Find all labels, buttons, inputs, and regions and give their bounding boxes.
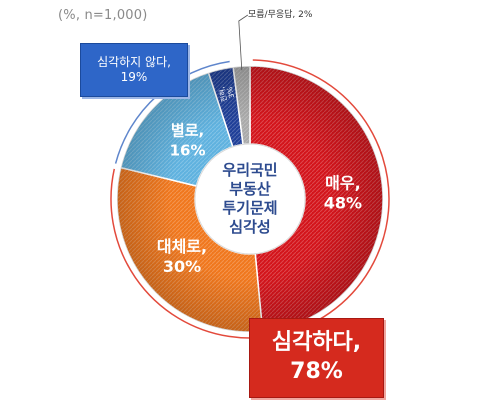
center-line-1: 우리국민 [222,160,278,179]
small-slice-leader-line [238,14,249,71]
small-slice-label: 모름/무응답, 2% [248,8,313,20]
serious-value: 78% [290,359,343,384]
slice-value-0: 48% [324,194,362,213]
slice-label-2: 별로, [171,121,204,139]
slice-value-3: 3% [226,86,236,99]
serious-callout: 심각하다, 78% [249,318,384,398]
serious-label: 심각하다, [271,330,362,356]
center-line-3: 투기문제 [222,199,278,217]
not-serious-label: 심각하지 않다, [97,55,171,69]
center-line-2: 부동산 [229,179,271,198]
slice-label-0: 매우, [325,174,361,193]
center-title: 우리국민 부동산 투기문제 심각성 [198,141,302,257]
center-line-4: 심각성 [229,218,271,237]
serious-group-bracket [110,59,390,339]
slice-label-3: 전혀, [217,86,229,103]
pie-center-hole [194,143,306,255]
sample-note: (%, n=1,000) [58,8,148,23]
slice-label-1: 대체로, [157,237,207,256]
slice-value-1: 30% [163,257,201,276]
not-serious-value: 19% [120,70,148,84]
slice-value-2: 16% [170,141,206,159]
not-serious-callout: 심각하지 않다, 19% [80,43,188,97]
